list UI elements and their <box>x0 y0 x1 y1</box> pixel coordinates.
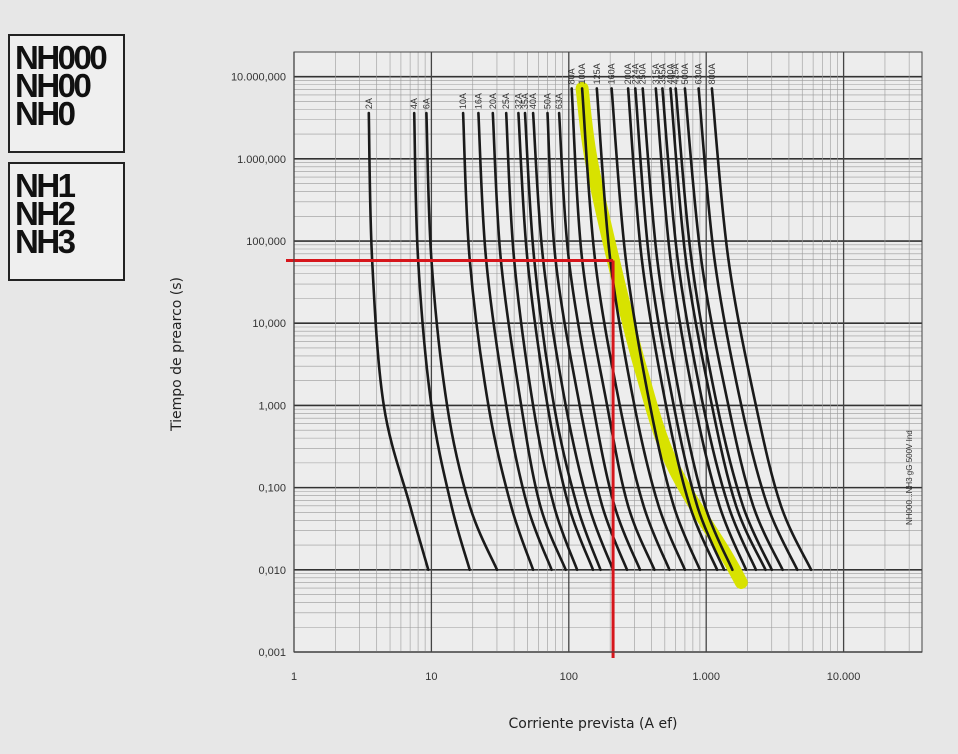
curve-label: 800A <box>707 63 717 84</box>
curve-label: 630A <box>694 63 704 84</box>
curve-label: 6A <box>421 98 431 109</box>
fuse-curve-80a <box>570 87 656 572</box>
fuse-curve-425a <box>674 87 774 572</box>
curve-label: 35A <box>520 93 530 109</box>
y-axis-ticks: 0,001 0,010 0,100 1,000 10,000 100,000 1.000,0… <box>231 72 286 659</box>
fuse-curve-160a <box>610 87 702 572</box>
fuse-curve-4a <box>412 111 471 572</box>
curve-label: 500A <box>680 63 690 84</box>
fuse-curve-35a <box>523 111 602 572</box>
y-tick-label: 0,100 <box>258 483 286 495</box>
fuse-curve-125a <box>595 87 687 572</box>
fuse-curve-6a <box>425 111 499 572</box>
fuse-size-label: NH3 <box>15 223 76 260</box>
curve-label: 200A <box>623 63 633 84</box>
fuse-curve-630a <box>697 87 799 572</box>
x-tick-label: 100 <box>560 671 578 683</box>
fuse-curve-10a <box>461 111 535 572</box>
fuse-curve-400a <box>669 87 767 572</box>
curve-label: 224A <box>630 63 640 84</box>
plot-background <box>294 52 922 652</box>
fuse-size-label: NH1 <box>15 167 76 204</box>
x-axis-title: Corriente prevista (A ef) <box>509 716 678 732</box>
fuse-curve-355a <box>661 87 758 572</box>
curve-label: 25A <box>501 93 511 109</box>
fuse-curve-250a <box>641 87 734 572</box>
y-tick-label: 1.000,000 <box>237 154 286 166</box>
curve-label: 10A <box>458 93 468 109</box>
fuse-curve-315a <box>654 87 748 572</box>
fuse-curve-40a <box>531 111 615 572</box>
fuse-curve-200a <box>626 87 719 572</box>
y-tick-label: 10,000 <box>252 318 286 330</box>
x-axis-ticks: 1 10 100 1.000 10.000 <box>291 671 860 683</box>
x-tick-label: 1.000 <box>692 671 720 683</box>
curve-label: 63A <box>554 93 564 109</box>
y-tick-label: 100,000 <box>246 236 286 248</box>
curve-label: 100A <box>577 63 587 84</box>
curve-label: 80A <box>567 68 577 84</box>
curve-label: 315A <box>651 63 661 84</box>
y-tick-label: 0,010 <box>258 565 286 577</box>
curve-label: 125A <box>592 63 602 84</box>
curve-label: 160A <box>607 63 617 84</box>
y-tick-label: 0,001 <box>258 647 286 659</box>
curve-label: 20A <box>488 93 498 109</box>
plot-frame <box>293 51 923 653</box>
curve-label: 50A <box>543 93 553 109</box>
x-tick-label: 10.000 <box>827 671 861 683</box>
fuse-curve-63a <box>557 111 642 572</box>
fuse-curve-2a <box>367 111 430 572</box>
curve-label: 16A <box>473 93 483 109</box>
curve-label: 400A <box>666 63 676 84</box>
fuse-curve-50a <box>546 111 629 572</box>
curve-label: 32A <box>513 93 523 109</box>
x-tick-label: 10 <box>425 671 437 683</box>
fuse-curve-20a <box>491 111 567 572</box>
fuse-size-group-1: NH000 NH00 NH0 <box>8 34 125 153</box>
fuse-curve-224a <box>634 87 726 572</box>
x-tick-label: 1 <box>291 671 297 683</box>
fuse-size-label: NH0 <box>15 95 76 132</box>
curve-label: 4A <box>409 98 419 109</box>
side-annotation: NH000...NH3 gG 500V Ind <box>905 430 914 525</box>
fuse-curve-32a <box>517 111 595 572</box>
y-axis-title: Tiempo de prearco (s) <box>169 277 185 432</box>
fuse-curve-16a <box>477 111 553 572</box>
curve-label: 2A <box>364 98 374 109</box>
y-tick-label: 10.000,000 <box>231 72 286 84</box>
fuse-size-label: NH000 <box>15 39 108 76</box>
curve-label: 250A <box>638 63 648 84</box>
curve-label: 355A <box>657 63 667 84</box>
curve-label: 425A <box>671 63 681 84</box>
fuse-curve-500a <box>683 87 784 572</box>
fuse-size-group-2: NH1 NH2 NH3 <box>8 162 125 281</box>
curve-label: 40A <box>528 93 538 109</box>
reference-lines <box>286 258 615 658</box>
fuse-curves <box>367 81 813 589</box>
fuse-size-label: NH00 <box>15 67 92 104</box>
fuse-curve-800a <box>710 87 813 572</box>
fuse-curve-25a <box>504 111 579 572</box>
fuse-curve-100a <box>580 87 671 572</box>
y-tick-label: 1,000 <box>258 400 286 412</box>
fuse-size-label: NH2 <box>15 195 76 232</box>
